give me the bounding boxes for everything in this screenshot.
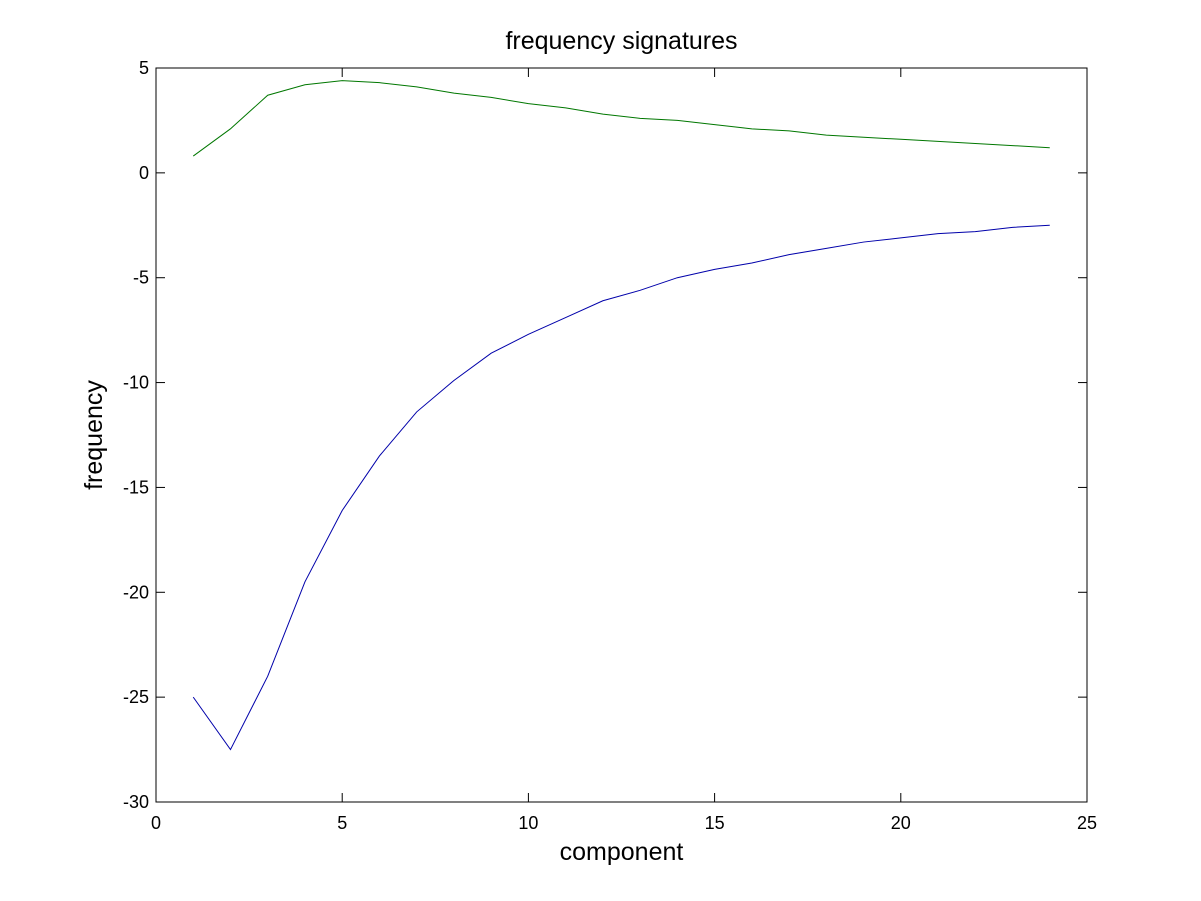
- y-tick-label: -10: [123, 373, 149, 393]
- chart-title: frequency signatures: [505, 27, 737, 55]
- x-tick-label: 15: [705, 813, 725, 833]
- x-tick-label: 25: [1077, 813, 1097, 833]
- series-group: [192, 80, 1050, 751]
- y-tick-label: 0: [139, 163, 149, 183]
- ticks-group: 0 5 10 15 20 25 5 0 -5 -10 -15 -20 -25 -30: [123, 58, 1097, 833]
- x-tick-label: 5: [337, 813, 347, 833]
- series-line-2: [192, 80, 1050, 157]
- y-tick-label: -20: [123, 582, 149, 602]
- y-axis-label: frequency: [80, 380, 108, 490]
- y-tick-label: -30: [123, 792, 149, 812]
- y-tick-label: 5: [139, 58, 149, 78]
- plot-area: [155, 67, 1088, 803]
- y-tick-label: -25: [123, 687, 149, 707]
- y-tick-label: -5: [133, 268, 149, 288]
- series-line-1: [192, 224, 1050, 751]
- x-tick-label: 0: [151, 813, 161, 833]
- x-axis-label: component: [560, 838, 684, 866]
- x-tick-label: 10: [518, 813, 538, 833]
- x-tick-label: 20: [891, 813, 911, 833]
- y-tick-label: -15: [123, 477, 149, 497]
